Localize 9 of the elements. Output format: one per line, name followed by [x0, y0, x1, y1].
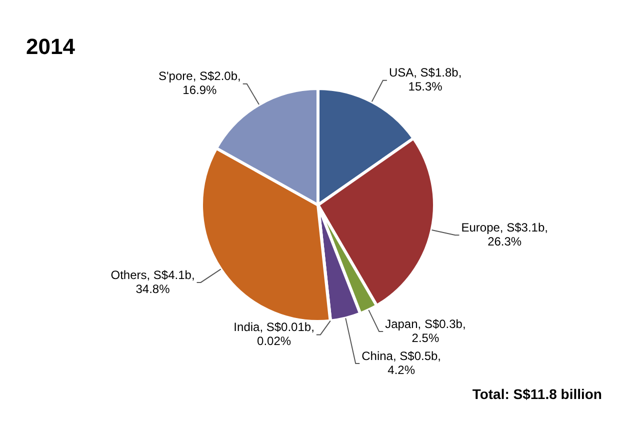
text: Total: S$11.8 billion [472, 386, 602, 402]
slice-label: India, S$0.01b, 0.02% [234, 320, 314, 348]
slice-label: USA, S$1.8b, 15.3% [388, 66, 462, 94]
slice-label: Japan, S$0.3b, 2.5% [385, 316, 466, 345]
slice-label: Others, S$4.1b, 34.8% [110, 268, 195, 296]
slice-label: S'pore, S$2.0b, 16.9% [158, 69, 241, 98]
slice-label: Europe, S$3.1b, 26.3% [461, 220, 548, 248]
slice-label: China, S$0.5b, 4.2% [362, 348, 442, 377]
chart-title: 2014 [26, 34, 75, 60]
